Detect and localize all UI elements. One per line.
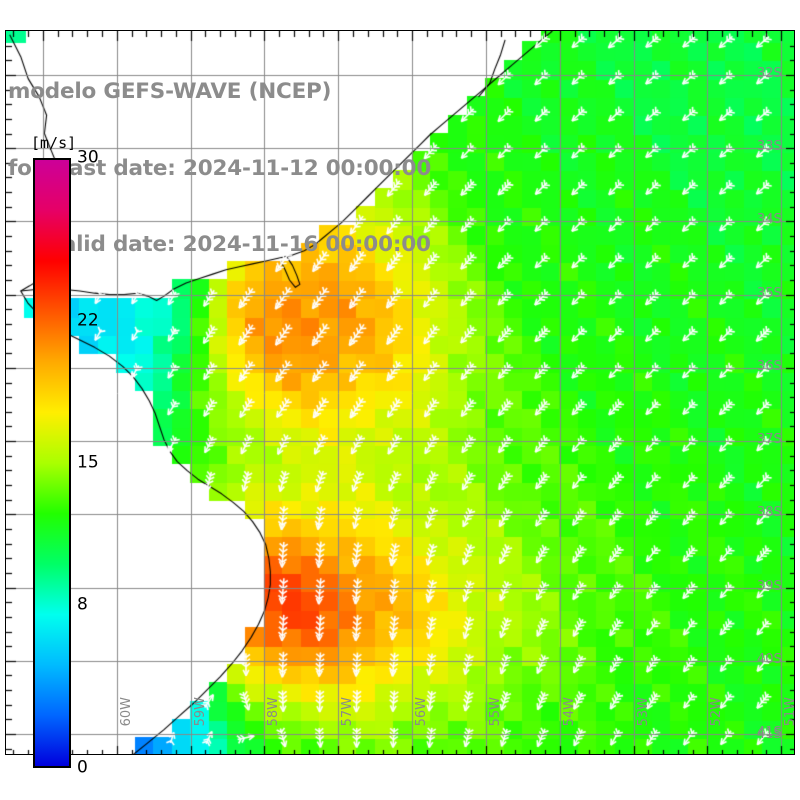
- colorbar-tick-8: 8: [77, 594, 88, 615]
- colorbar-tick-30: 30: [77, 147, 99, 168]
- colorbar-tick-22: 22: [77, 310, 99, 331]
- colorbar-tick-0: 0: [77, 757, 88, 778]
- colorbar-gradient: [33, 158, 71, 768]
- colorbar-tick-15: 15: [77, 452, 99, 473]
- map-plot-area[interactable]: [5, 30, 795, 755]
- colorbar-unit-label: [m/s]: [31, 134, 77, 152]
- graticule-grid-layer: [6, 31, 794, 754]
